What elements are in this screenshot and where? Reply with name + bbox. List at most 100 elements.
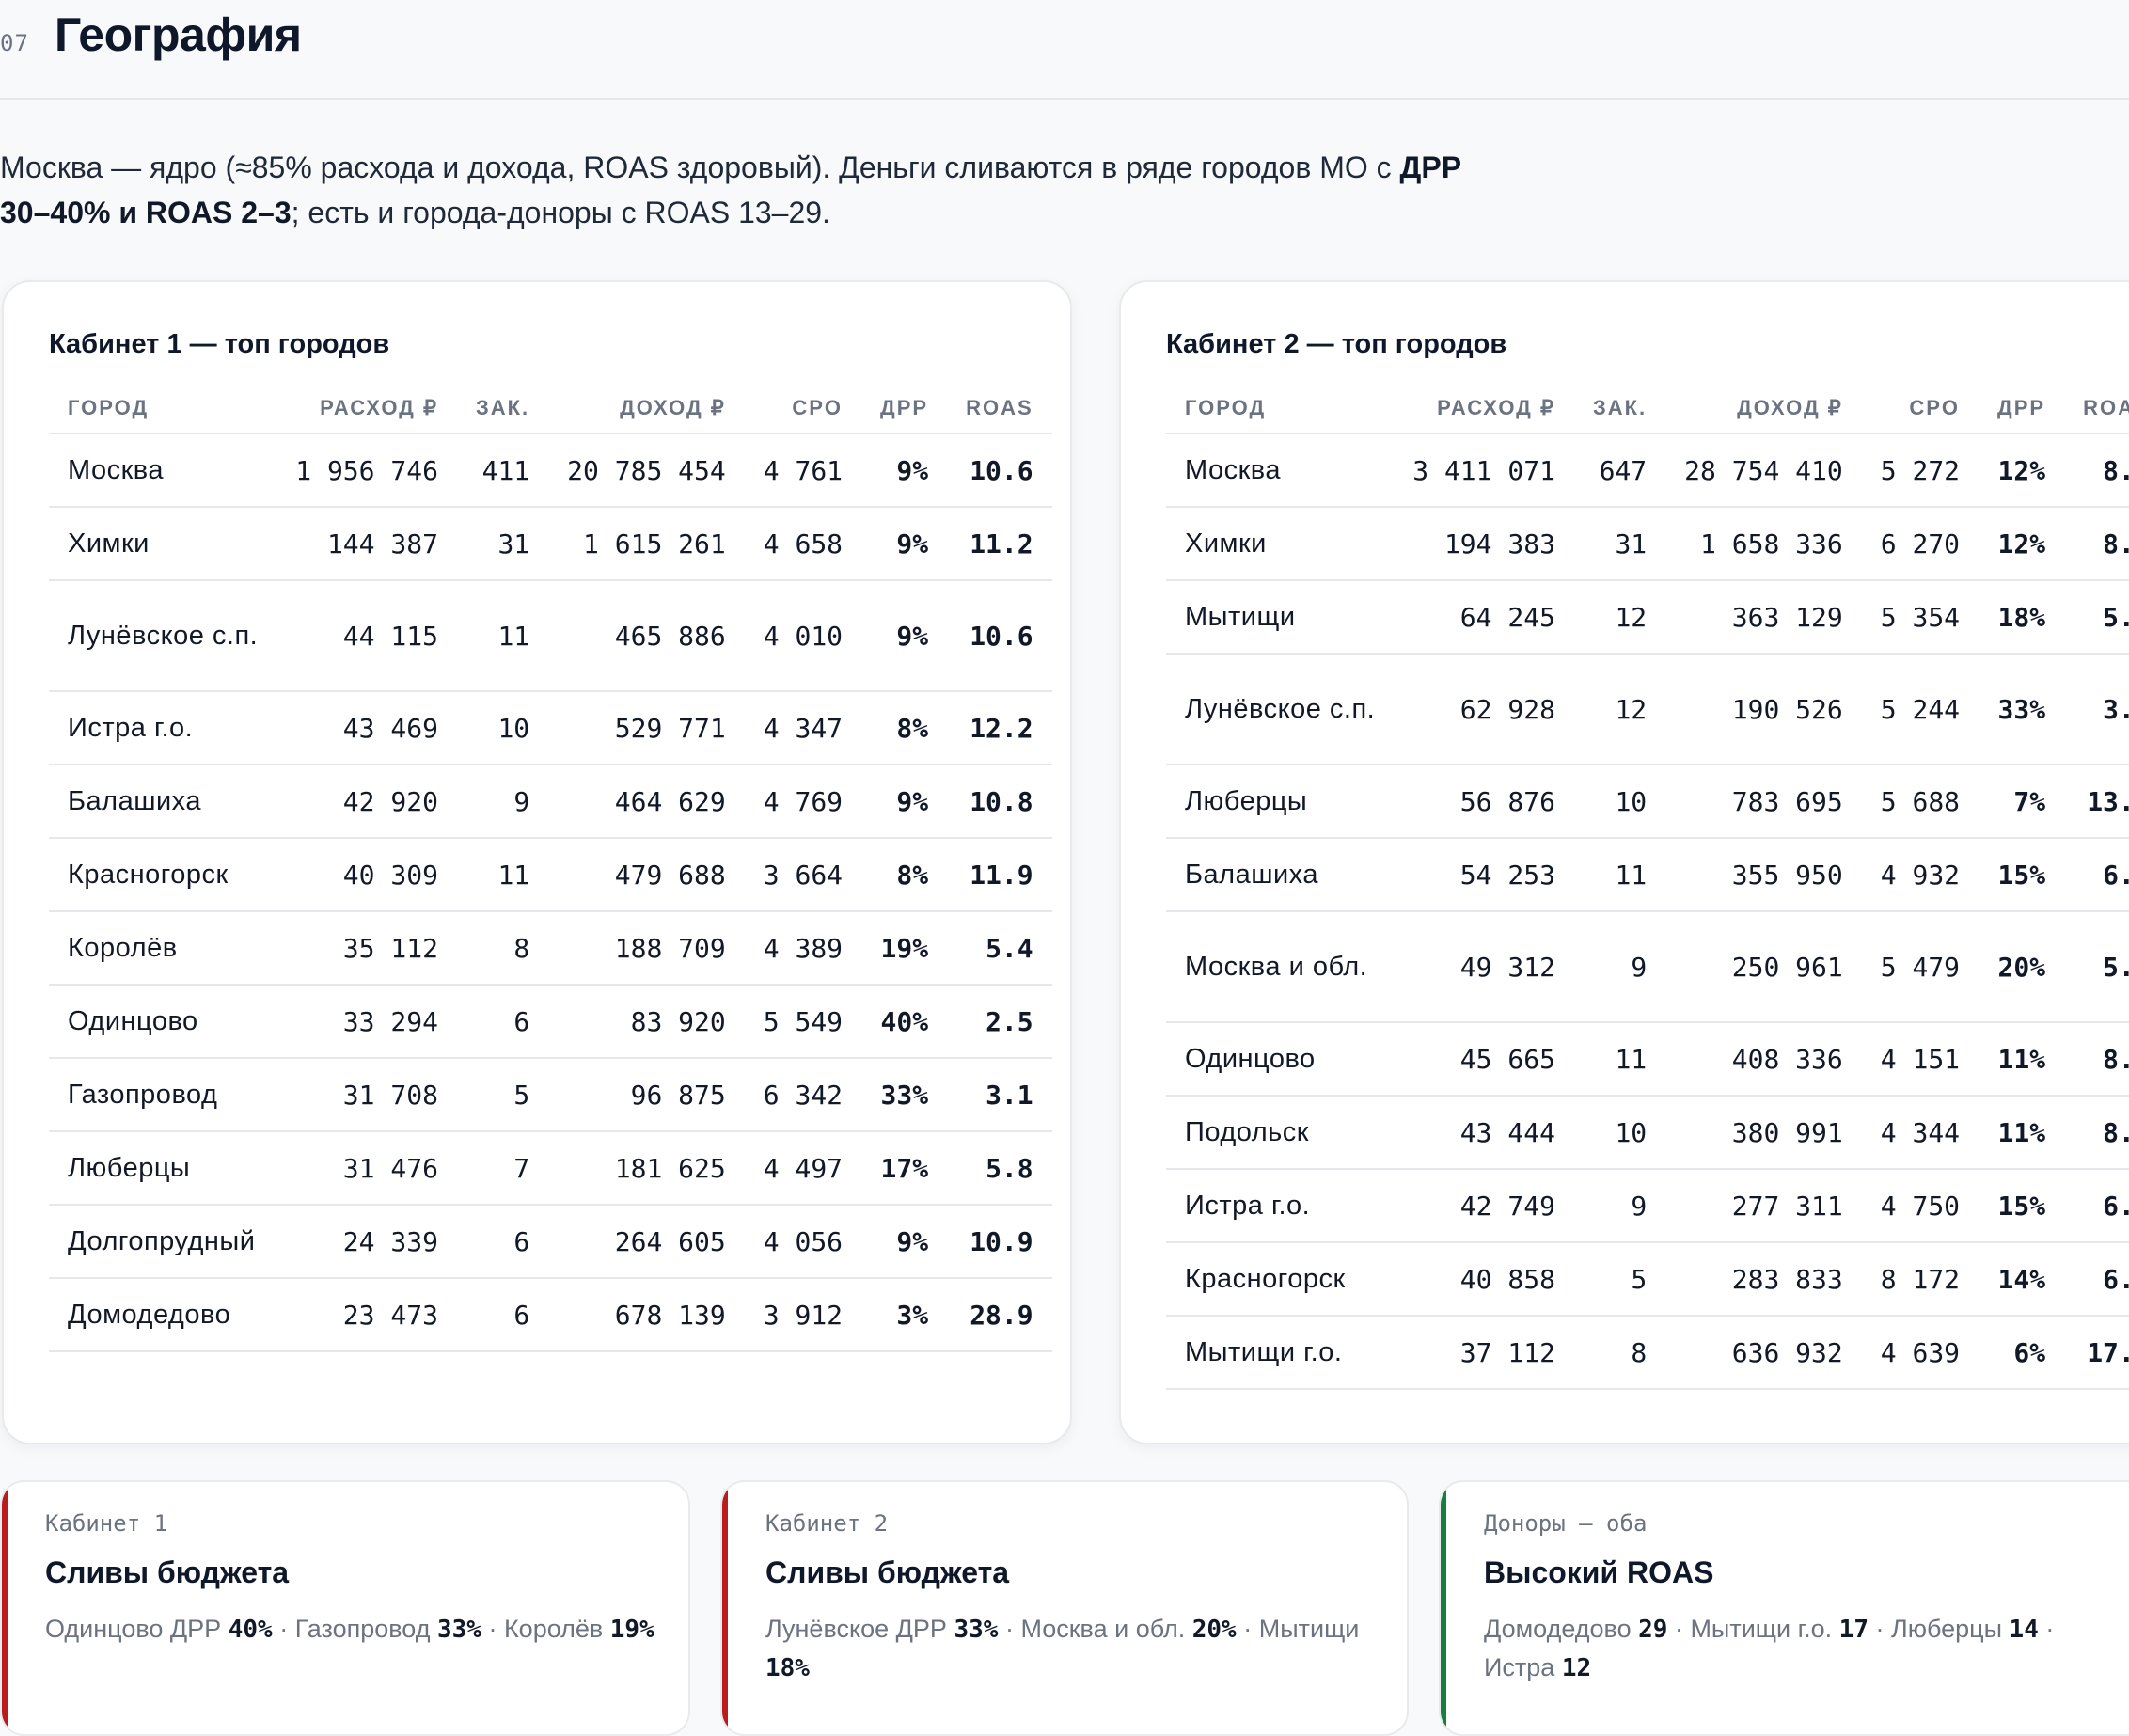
cell-orders: 9 [1573, 911, 1666, 1023]
cell-spend: 62 928 [1394, 654, 1574, 765]
cell-drr: 8% [861, 691, 948, 765]
cell-drr: 8% [861, 838, 948, 912]
cell-drr: 33% [1979, 654, 2065, 765]
col-revenue: Доход ₽ [548, 384, 745, 434]
cell-orders: 9 [1573, 1169, 1666, 1243]
cell-cpo: 4 761 [744, 434, 862, 508]
cell-revenue: 408 336 [1665, 1022, 1862, 1097]
col-cpo: CPO [744, 384, 862, 434]
cell-spend: 42 749 [1394, 1169, 1574, 1243]
table-row: Истра г.о. 43 469 10 529 771 4 347 8% 12.2 [49, 691, 1052, 765]
cell-roas: 3.0 [2064, 654, 2129, 765]
cell-cpo: 5 688 [1861, 765, 1979, 839]
separator-dot: · [998, 1615, 1021, 1643]
callout-item-label: Истра [1484, 1653, 1555, 1681]
cell-drr: 6% [1979, 1316, 2065, 1390]
col-drr: ДРР [861, 384, 948, 434]
cell-cpo: 6 342 [744, 1058, 862, 1132]
table-row: Одинцово 33 294 6 83 920 5 549 40% 2.5 [49, 985, 1052, 1059]
cabinet-2-card: Кабинет 2 — топ городов Город Расход ₽ З… [1119, 280, 2129, 1444]
cell-cpo: 4 347 [744, 691, 862, 765]
cell-orders: 5 [1573, 1242, 1666, 1317]
col-orders: Зак. [456, 384, 549, 434]
col-revenue: Доход ₽ [1665, 384, 1862, 434]
cell-cpo: 3 664 [744, 838, 862, 912]
cell-roas: 10.6 [947, 580, 1052, 692]
table-row: Лунёвское с.п. 44 115 11 465 886 4 010 9% 10.6 [49, 580, 1052, 692]
cell-revenue: 464 629 [548, 765, 745, 839]
cell-revenue: 188 709 [548, 911, 745, 986]
cell-spend: 56 876 [1394, 765, 1574, 839]
cell-revenue: 28 754 410 [1665, 434, 1862, 508]
intro-text-1: Москва — ядро (≈85% расхода и дохода, RO… [0, 150, 1400, 184]
callout-item-label: Королёв [503, 1615, 604, 1643]
table-row: Газопровод 31 708 5 96 875 6 342 33% 3.1 [49, 1058, 1052, 1132]
cell-revenue: 529 771 [548, 691, 745, 765]
col-cpo: CPO [1861, 384, 1979, 434]
col-drr: ДРР [1979, 384, 2065, 434]
cell-drr: 20% [1979, 911, 2065, 1023]
callout-item-label: Домодедово [1484, 1615, 1632, 1643]
cell-city: Химки [1166, 507, 1395, 581]
cell-revenue: 678 139 [548, 1278, 745, 1352]
cell-city: Красногорск [1166, 1242, 1395, 1317]
cell-city: Москва [49, 434, 277, 508]
card-title: Кабинет 1 — топ городов [49, 329, 390, 359]
cell-spend: 31 708 [276, 1058, 457, 1132]
cell-roas: 10.6 [947, 434, 1052, 508]
cell-city: Москва и обл. [1166, 911, 1395, 1023]
cell-orders: 5 [456, 1058, 549, 1132]
cell-cpo: 6 270 [1861, 507, 1979, 581]
callout-item-label: Люберцы [1890, 1615, 2003, 1643]
cell-revenue: 1 658 336 [1665, 507, 1862, 581]
cell-drr: 18% [1979, 580, 2065, 655]
callout-cabinet-2-leaks: Кабинет 2 Сливы бюджета Лунёвское ДРР 33… [720, 1480, 1409, 1736]
cell-roas: 5.7 [2064, 580, 2129, 655]
cell-city: Люберцы [1166, 765, 1395, 839]
card-title: Кабинет 2 — топ городов [1166, 329, 1507, 359]
col-roas: ROAS [2064, 384, 2129, 434]
cell-cpo: 5 354 [1861, 580, 1979, 655]
cell-city: Долгопрудный [49, 1205, 277, 1279]
cell-cpo: 4 658 [744, 507, 862, 581]
col-city: Город [49, 384, 277, 434]
cell-orders: 6 [456, 1205, 549, 1279]
cell-roas: 6.9 [2064, 1242, 2129, 1317]
cell-revenue: 479 688 [548, 838, 745, 912]
cell-city: Мытищи г.о. [1166, 1316, 1395, 1390]
cell-orders: 6 [456, 985, 549, 1059]
cell-spend: 23 473 [276, 1278, 457, 1352]
separator-dot: · [272, 1615, 295, 1643]
table-row: Долгопрудный 24 339 6 264 605 4 056 9% 10.9 [49, 1205, 1052, 1279]
cell-drr: 7% [1979, 765, 2065, 839]
cell-roas: 11.2 [947, 507, 1052, 581]
cell-cpo: 5 549 [744, 985, 862, 1059]
cell-city: Истра г.о. [1166, 1169, 1395, 1243]
cell-drr: 40% [861, 985, 948, 1059]
col-city: Город [1166, 384, 1395, 434]
cabinet-1-table: Город Расход ₽ Зак. Доход ₽ CPO ДРР ROAS… [49, 384, 1052, 1352]
cell-drr: 9% [861, 765, 948, 839]
cell-cpo: 4 750 [1861, 1169, 1979, 1243]
cell-spend: 44 115 [276, 580, 457, 692]
cell-revenue: 190 526 [1665, 654, 1862, 765]
cell-spend: 24 339 [276, 1205, 457, 1279]
cell-city: Балашиха [1166, 838, 1395, 912]
callout-item-value: 29 [1638, 1616, 1668, 1644]
callout-title: Сливы бюджета [45, 1555, 290, 1589]
cabinet-1-card: Кабинет 1 — топ городов Город Расход ₽ З… [2, 280, 1072, 1444]
cell-roas: 5.8 [947, 1131, 1052, 1206]
cell-roas: 3.1 [947, 1058, 1052, 1132]
callout-item-value: 18% [765, 1654, 810, 1682]
col-roas: ROAS [947, 384, 1052, 434]
cell-spend: 40 858 [1394, 1242, 1574, 1317]
cell-roas: 10.8 [947, 765, 1052, 839]
cell-roas: 8.5 [2064, 507, 2129, 581]
table-row: Королёв 35 112 8 188 709 4 389 19% 5.4 [49, 911, 1052, 986]
cell-orders: 7 [456, 1131, 549, 1206]
table-row: Балашиха 42 920 9 464 629 4 769 9% 10.8 [49, 765, 1052, 839]
callout-kicker: Кабинет 1 [45, 1510, 168, 1537]
callout-title: Высокий ROAS [1484, 1555, 1714, 1589]
